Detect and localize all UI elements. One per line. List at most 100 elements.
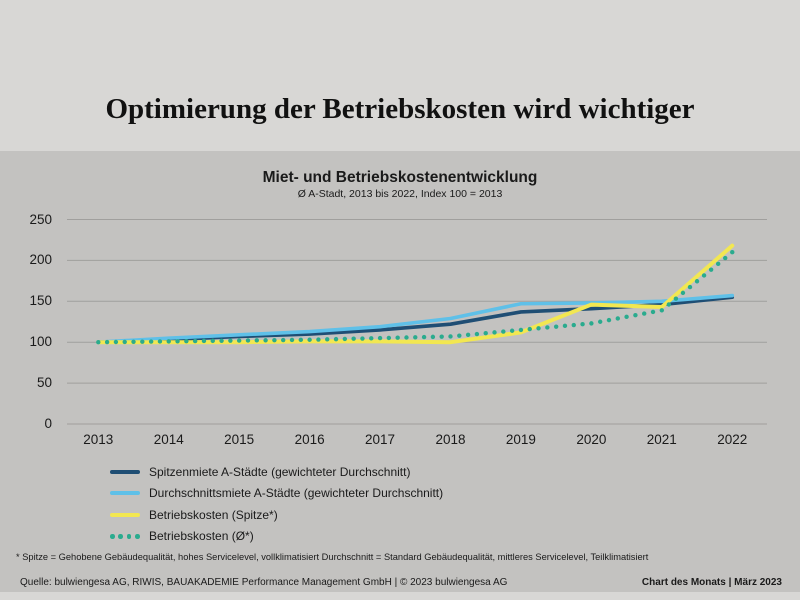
x-tick-label: 2013 [83,432,114,447]
series-dot [723,255,728,261]
series-dot [633,313,638,318]
series-dot [457,333,462,338]
series-dot [536,326,541,331]
series-dot [360,336,365,341]
x-tick-label: 2018 [435,432,466,447]
legend-label: Betriebskosten (Ø*) [149,529,254,544]
legend-line [110,469,140,474]
series-dot [571,322,576,328]
series-dot [553,324,559,329]
series-dot [342,336,348,342]
series-dot [624,314,629,320]
legend-dots [110,533,140,539]
y-tick-label: 200 [29,252,52,268]
series-dot [122,339,127,345]
series-dot [386,335,392,341]
series-dot [474,331,480,337]
footer-source: Quelle: bulwiengesa AG, RIWIS, BAUAKADEM… [20,577,508,588]
legend-label: Betriebskosten (Spitze*) [149,507,278,522]
x-tick-label: 2020 [576,432,607,447]
series-line [96,293,735,345]
legend-line-marker [110,491,140,496]
series-dot [369,336,374,341]
y-tick-label: 0 [44,416,52,431]
series-dot [404,335,409,340]
series-dot [483,331,488,336]
series-dot [236,338,242,343]
series-dot [184,338,189,344]
series-dot [228,338,233,343]
series-dot [131,339,136,344]
series-dot [562,323,568,329]
series-dot [245,338,251,343]
legend-item: Betriebskosten (Ø*) [110,526,443,548]
header-band: Optimierung der Betriebskosten wird wich… [0,0,800,151]
series-dot [210,338,215,344]
series-dot [659,308,665,313]
series-dot [430,334,436,340]
series-dot [395,335,400,340]
series-dot [465,332,471,338]
legend-item: Betriebskosten (Spitze*) [110,504,443,526]
series-dot [545,325,550,330]
series-dot [351,336,356,341]
series-dot [272,337,277,343]
series-dot [96,340,101,345]
series-dot [289,337,295,343]
series-dot [509,328,515,333]
series-dot [687,284,693,290]
series-dot [413,335,418,340]
x-tick-label: 2017 [365,432,396,447]
x-tick-label: 2016 [294,432,325,447]
series-dot [518,327,524,333]
series-dot [730,250,735,255]
chart-subtitle: Ø A-Stadt, 2013 bis 2022, Index 100 = 20… [297,188,503,200]
x-tick-label: 2019 [505,432,536,447]
series-dot [281,337,286,343]
legend-dot [110,533,115,539]
legend-dot [118,533,123,539]
legend-dot [135,533,140,539]
series-dot [666,302,672,307]
chart-title: Miet- und Betriebskostenentwicklung [262,169,538,186]
y-tick-label: 100 [29,334,52,350]
series-dot [377,335,383,341]
chart-legend: Spitzenmiete A-Städte (gewichteter Durch… [110,461,443,547]
legend-label: Durchschnittsmiete A-Städte (gewichteter… [149,486,444,501]
series-dot [492,330,497,335]
series-dot [421,334,427,340]
series-dot [501,329,506,334]
series-dot [316,337,321,342]
y-tick-label: 50 [36,375,52,391]
legend-dot [126,533,132,539]
series-dot [104,339,110,345]
footer-band [0,592,800,600]
series-dot [325,337,330,342]
footnote: * Spitze = Gehobene Gebäudequalität, hoh… [16,552,649,562]
legend-line [110,512,140,517]
y-tick-label: 150 [29,293,52,309]
series-dot [642,311,647,316]
legend-line [110,491,140,496]
series-dot [175,339,180,344]
series-dot [708,267,714,272]
series-dot [140,339,145,344]
y-tick-label: 250 [29,211,52,227]
legend-item: Durchschnittsmiete A-Städte (gewichteter… [110,483,443,505]
page-title: Optimierung der Betriebskosten wird wich… [105,93,695,125]
series-dot [307,337,312,342]
series-dot [527,326,532,332]
series-dot [113,339,119,345]
series-dot [148,339,154,344]
series-dot [254,338,259,343]
series-dot [298,337,304,343]
legend-item: Spitzenmiete A-Städte (gewichteter Durch… [110,461,443,483]
series-dot [166,339,171,344]
series-dot [680,290,686,296]
series-dot [263,338,268,343]
series-dot [580,322,585,327]
series-dot [615,316,620,321]
series-dot [589,321,594,326]
series-dot [219,338,224,343]
